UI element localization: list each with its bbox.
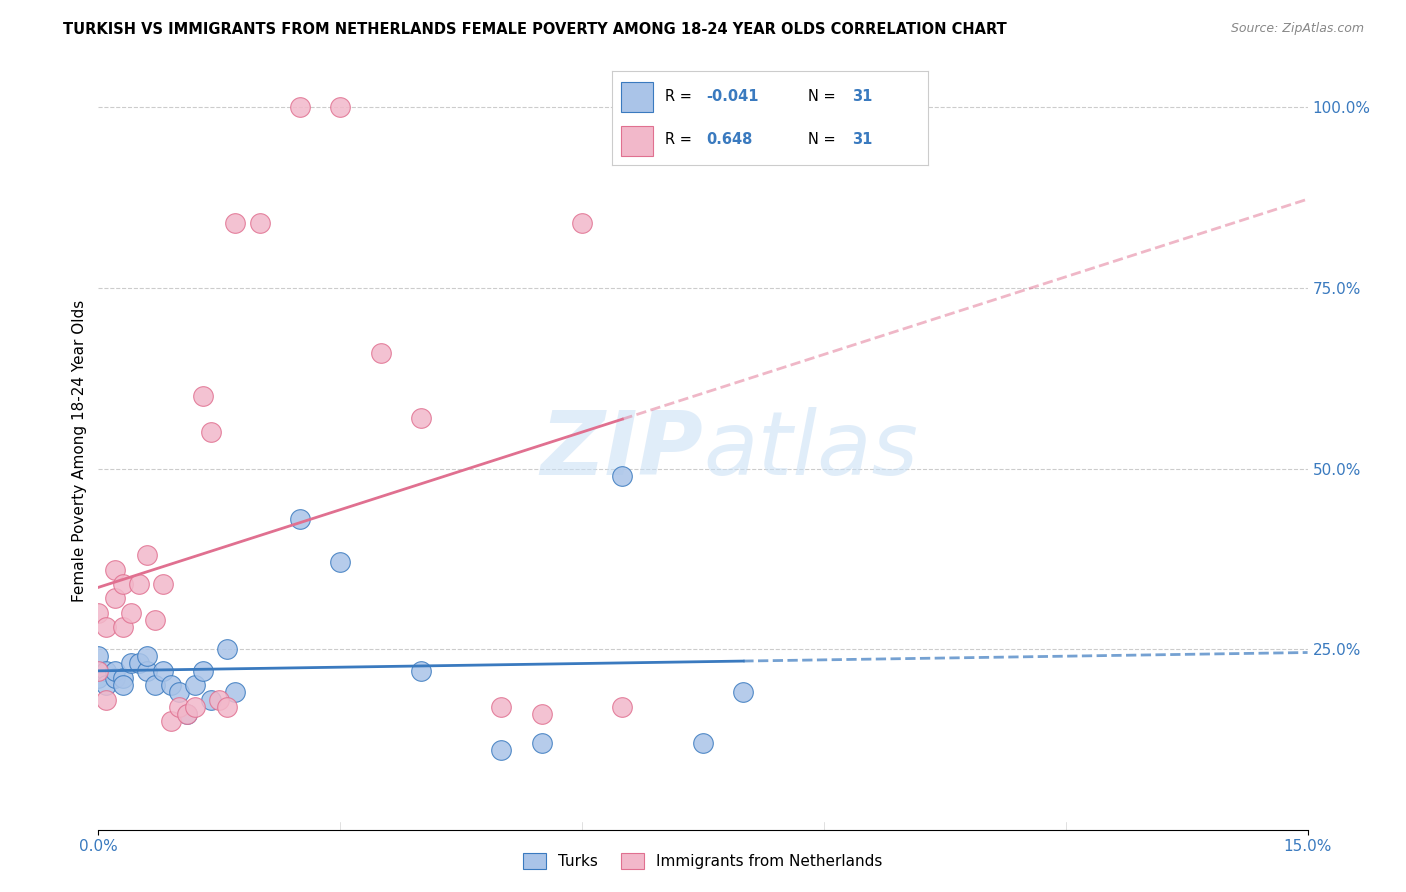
Point xyxy=(96,692,118,706)
Point xyxy=(87,606,110,620)
Text: 31: 31 xyxy=(852,89,872,104)
Point xyxy=(96,664,118,678)
Point xyxy=(103,563,125,577)
Text: atlas: atlas xyxy=(703,408,918,493)
Text: 31: 31 xyxy=(852,132,872,147)
Text: R =: R = xyxy=(665,132,697,147)
Point xyxy=(160,678,183,692)
Y-axis label: Female Poverty Among 18-24 Year Olds: Female Poverty Among 18-24 Year Olds xyxy=(72,300,87,601)
Point xyxy=(128,577,150,591)
Point xyxy=(143,678,166,692)
Point xyxy=(184,699,207,714)
Point xyxy=(111,671,134,685)
Point xyxy=(103,591,125,606)
Point xyxy=(176,706,198,721)
Point xyxy=(612,468,634,483)
Point xyxy=(288,100,311,114)
Point xyxy=(217,699,239,714)
Point xyxy=(530,706,553,721)
Point xyxy=(135,664,157,678)
Point xyxy=(200,425,222,440)
Point xyxy=(103,671,125,685)
Point xyxy=(87,664,110,678)
Point xyxy=(184,678,207,692)
Legend: Turks, Immigrants from Netherlands: Turks, Immigrants from Netherlands xyxy=(517,847,889,875)
Point xyxy=(167,685,190,699)
Point xyxy=(143,613,166,627)
Point xyxy=(111,577,134,591)
Point xyxy=(217,642,239,657)
Text: 0.648: 0.648 xyxy=(707,132,752,147)
Point xyxy=(409,664,432,678)
Point xyxy=(111,678,134,692)
Text: ZIP: ZIP xyxy=(540,407,703,494)
Point xyxy=(193,389,215,403)
Point xyxy=(249,216,271,230)
FancyBboxPatch shape xyxy=(621,82,652,112)
Point xyxy=(208,692,231,706)
Point xyxy=(491,699,513,714)
Point xyxy=(491,743,513,757)
Point xyxy=(329,100,352,114)
Text: N =: N = xyxy=(808,132,839,147)
Text: N =: N = xyxy=(808,89,839,104)
Text: Source: ZipAtlas.com: Source: ZipAtlas.com xyxy=(1230,22,1364,36)
Text: R =: R = xyxy=(665,89,697,104)
Text: TURKISH VS IMMIGRANTS FROM NETHERLANDS FEMALE POVERTY AMONG 18-24 YEAR OLDS CORR: TURKISH VS IMMIGRANTS FROM NETHERLANDS F… xyxy=(63,22,1007,37)
Point xyxy=(370,346,392,360)
Point xyxy=(167,699,190,714)
Point xyxy=(111,620,134,634)
Point xyxy=(224,685,246,699)
Point xyxy=(152,664,174,678)
Point xyxy=(135,548,157,562)
Point xyxy=(96,620,118,634)
Point xyxy=(103,664,125,678)
Point xyxy=(152,577,174,591)
Point xyxy=(160,714,183,729)
Point xyxy=(692,736,714,750)
Point xyxy=(176,706,198,721)
Point xyxy=(530,736,553,750)
Point xyxy=(96,678,118,692)
Point xyxy=(193,664,215,678)
Point xyxy=(733,685,755,699)
Point xyxy=(612,699,634,714)
Point xyxy=(87,671,110,685)
Text: -0.041: -0.041 xyxy=(707,89,759,104)
Point xyxy=(135,649,157,664)
Point xyxy=(409,411,432,425)
Point xyxy=(224,216,246,230)
Point xyxy=(329,555,352,569)
Point xyxy=(87,664,110,678)
Point xyxy=(200,692,222,706)
Point xyxy=(571,216,593,230)
Point xyxy=(87,649,110,664)
Point xyxy=(120,657,142,671)
Point xyxy=(120,606,142,620)
Point xyxy=(288,512,311,526)
FancyBboxPatch shape xyxy=(621,126,652,156)
Point xyxy=(128,657,150,671)
